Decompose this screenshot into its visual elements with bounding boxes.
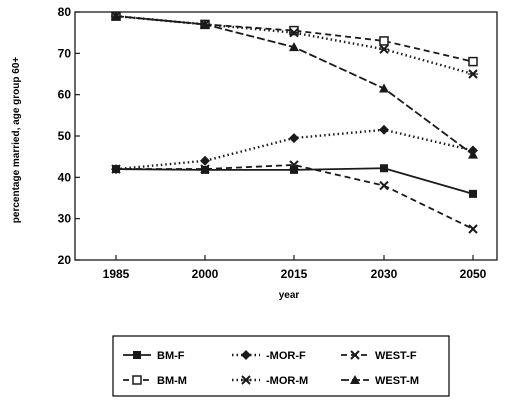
plot-area xyxy=(74,11,498,261)
data-point xyxy=(468,56,478,67)
data-point xyxy=(111,164,121,174)
data-point xyxy=(289,42,299,52)
data-point xyxy=(289,27,299,38)
data-point xyxy=(380,164,388,173)
legend-label: WEST-F xyxy=(375,350,417,362)
data-point xyxy=(379,124,389,135)
legend-label: -MOR-M xyxy=(266,375,308,387)
y-tick-label: 40 xyxy=(58,170,72,184)
y-tick-label: 70 xyxy=(58,46,72,60)
legend-item-west-f: WEST-F xyxy=(341,350,417,362)
legend-marker xyxy=(241,375,251,385)
data-point xyxy=(111,11,121,21)
legend-marker xyxy=(133,351,141,359)
data-point xyxy=(200,19,210,29)
legend-item-bm-f: BM-F xyxy=(123,350,185,362)
data-point xyxy=(468,149,478,159)
legend-marker xyxy=(350,375,360,384)
series-line xyxy=(115,15,474,63)
data-point xyxy=(289,133,299,144)
legend-label: WEST-M xyxy=(375,375,419,387)
y-tick-label: 30 xyxy=(58,212,72,226)
y-tick-label: 20 xyxy=(58,253,72,267)
legend-item-bm-m: BM-M xyxy=(123,375,187,387)
legend-item-mor-m: -MOR-M xyxy=(232,375,308,387)
x-tick-label: 2030 xyxy=(371,267,398,281)
data-point xyxy=(468,69,478,79)
x-tick-label: 2050 xyxy=(460,267,487,281)
x-tick-label: 2000 xyxy=(192,267,219,281)
data-point xyxy=(379,83,389,93)
series-line xyxy=(116,164,474,230)
data-point xyxy=(379,44,389,54)
legend-label: BM-M xyxy=(157,375,187,387)
data-point xyxy=(379,36,389,46)
x-tick-label: 2015 xyxy=(281,267,308,281)
data-point xyxy=(289,160,299,170)
series-west-f xyxy=(111,160,478,234)
y-tick-label: 60 xyxy=(58,88,72,102)
legend-marker xyxy=(132,375,142,385)
data-point xyxy=(290,165,298,174)
x-axis-label: year xyxy=(279,290,300,301)
legend-label: BM-F xyxy=(157,350,185,362)
data-point xyxy=(200,164,210,174)
series-west-m xyxy=(111,11,478,159)
data-point xyxy=(289,25,299,36)
y-tick-label: 80 xyxy=(58,5,72,19)
legend-item-west-m: WEST-M xyxy=(341,375,419,387)
x-tick-label: 1985 xyxy=(103,267,130,281)
y-tick-label: 50 xyxy=(58,129,72,143)
series-layer xyxy=(111,11,478,234)
data-point xyxy=(469,189,477,198)
legend: BM-F -MOR-F WEST-F BM-M -MOR-M WEST-M xyxy=(112,335,450,397)
data-point xyxy=(379,180,389,191)
legend-marker xyxy=(241,350,251,360)
data-point xyxy=(200,155,210,166)
data-point xyxy=(468,224,478,234)
y-axis-label: percentage married, age group 60+ xyxy=(11,57,22,224)
legend-label: -MOR-F xyxy=(266,350,306,362)
legend-marker xyxy=(350,350,360,360)
legend-box xyxy=(112,335,450,397)
legend-item-mor-f: -MOR-F xyxy=(232,350,306,362)
